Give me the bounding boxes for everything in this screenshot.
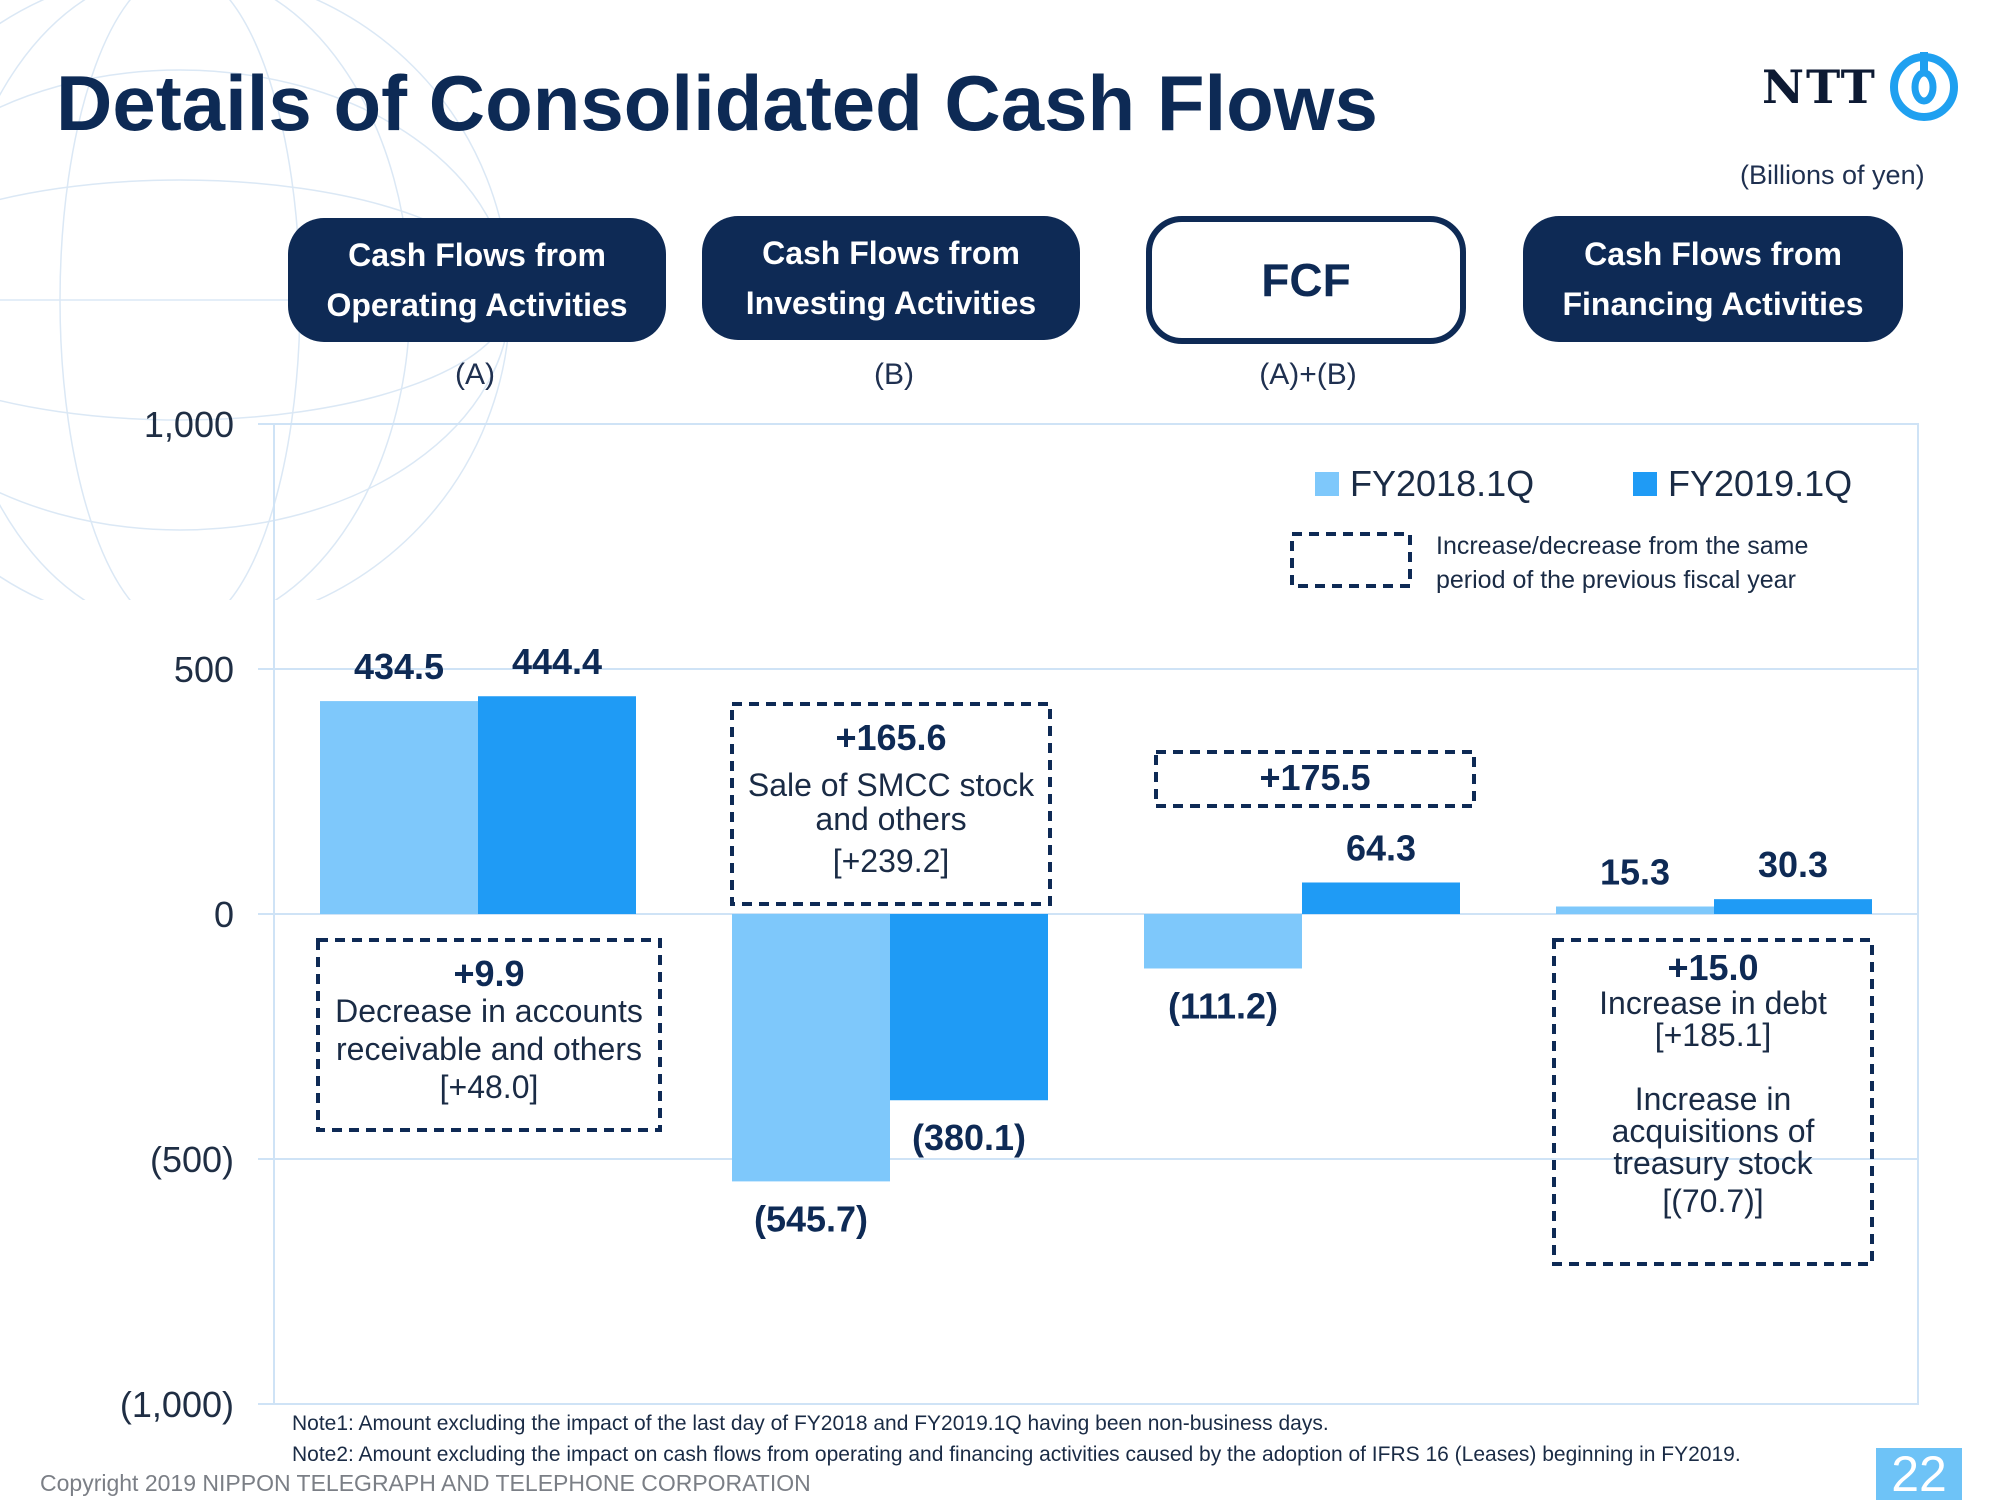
y-tick-label: 0 xyxy=(214,894,234,935)
bar-fy2018-1q-2 xyxy=(1144,914,1302,969)
ntt-logo: NTT xyxy=(1762,52,1959,122)
annotation-text: +175.5 xyxy=(1259,757,1370,798)
data-label: 444.4 xyxy=(512,641,602,682)
y-tick-label: 1,000 xyxy=(144,404,234,445)
data-label: (380.1) xyxy=(912,1117,1026,1158)
y-tick-label: 500 xyxy=(174,649,234,690)
annotation-text: Increase in xyxy=(1635,1081,1792,1117)
data-label: 30.3 xyxy=(1758,844,1828,885)
header-operating: Cash Flows from Operating Activities xyxy=(288,218,666,342)
logo-text: NTT xyxy=(1762,60,1877,114)
units-label: (Billions of yen) xyxy=(1740,160,1925,190)
legend-label-fy2019: FY2019.1Q xyxy=(1668,463,1852,504)
legend-dashed-line1: Increase/decrease from the same xyxy=(1436,532,1808,560)
header-operating-line1: Cash Flows from xyxy=(348,237,606,273)
annotation-text: Decrease in accounts xyxy=(335,993,643,1029)
ref-fcf: (A)+(B) xyxy=(1259,358,1357,391)
annotation-text: acquisitions of xyxy=(1612,1113,1815,1149)
header-investing-line2: Investing Activities xyxy=(745,285,1037,321)
annotation-box xyxy=(1552,938,1874,1266)
page-title: Details of Consolidated Cash Flows xyxy=(56,59,1378,147)
y-tick-label: (500) xyxy=(150,1139,234,1180)
annotation-text: [+48.0] xyxy=(440,1069,539,1105)
annotation-text: Sale of SMCC stock xyxy=(748,767,1035,803)
ntt-logo-icon xyxy=(1889,52,1958,121)
data-label: 15.3 xyxy=(1600,852,1670,893)
annotation-text: +9.9 xyxy=(453,953,524,994)
y-tick-label: (1,000) xyxy=(120,1384,234,1425)
bar-fy2019-1q-3 xyxy=(1714,899,1872,914)
note-2: Note2: Amount excluding the impact on ca… xyxy=(292,1443,1741,1466)
annotation-box xyxy=(730,702,1052,906)
page-number: 22 xyxy=(1876,1446,1962,1502)
annotation-text: receivable and others xyxy=(336,1031,642,1067)
header-financing-line2: Financing Activities xyxy=(1562,286,1864,322)
annotation-text: [+239.2] xyxy=(833,843,950,879)
header-fcf: FCF xyxy=(1146,216,1466,344)
bar-fy2018-1q-3 xyxy=(1556,906,1714,914)
data-label: (545.7) xyxy=(754,1198,868,1239)
bar-fy2019-1q-2 xyxy=(1302,882,1460,914)
annotation-text: +165.6 xyxy=(835,717,946,758)
data-label: 434.5 xyxy=(354,646,444,687)
bar-fy2019-1q-1 xyxy=(890,914,1048,1101)
annotation-text: [+185.1] xyxy=(1655,1017,1772,1053)
legend-dashed-box xyxy=(1290,532,1412,588)
annotation-text: [(70.7)] xyxy=(1662,1183,1763,1219)
bar-fy2018-1q-1 xyxy=(732,914,890,1182)
annotation-text: Increase in debt xyxy=(1599,985,1827,1021)
legend-swatch-fy2019 xyxy=(1633,472,1657,496)
header-fcf-label: FCF xyxy=(1261,254,1351,306)
header-financing-line1: Cash Flows from xyxy=(1584,236,1842,272)
annotation-text: +15.0 xyxy=(1667,947,1758,988)
header-investing: Cash Flows from Investing Activities xyxy=(702,216,1080,340)
bar-fy2019-1q-0 xyxy=(478,696,636,914)
legend-label-fy2018: FY2018.1Q xyxy=(1350,463,1534,504)
copyright: Copyright 2019 NIPPON TELEGRAPH AND TELE… xyxy=(40,1470,811,1496)
header-operating-line2: Operating Activities xyxy=(326,287,628,323)
header-investing-line1: Cash Flows from xyxy=(762,235,1020,271)
ref-a: (A) xyxy=(455,358,495,391)
header-financing: Cash Flows from Financing Activities xyxy=(1523,216,1903,342)
legend-dashed-line2: period of the previous fiscal year xyxy=(1436,566,1796,594)
bar-fy2018-1q-0 xyxy=(320,701,478,914)
annotation-text: treasury stock xyxy=(1613,1145,1813,1181)
annotation-box xyxy=(1154,750,1476,808)
data-label: 64.3 xyxy=(1346,827,1416,868)
legend-swatch-fy2018 xyxy=(1315,472,1339,496)
ref-b: (B) xyxy=(874,358,914,391)
annotation-text: and others xyxy=(815,801,966,837)
note-1: Note1: Amount excluding the impact of th… xyxy=(292,1412,1329,1435)
annotation-box xyxy=(316,938,662,1132)
data-label: (111.2) xyxy=(1168,985,1278,1026)
